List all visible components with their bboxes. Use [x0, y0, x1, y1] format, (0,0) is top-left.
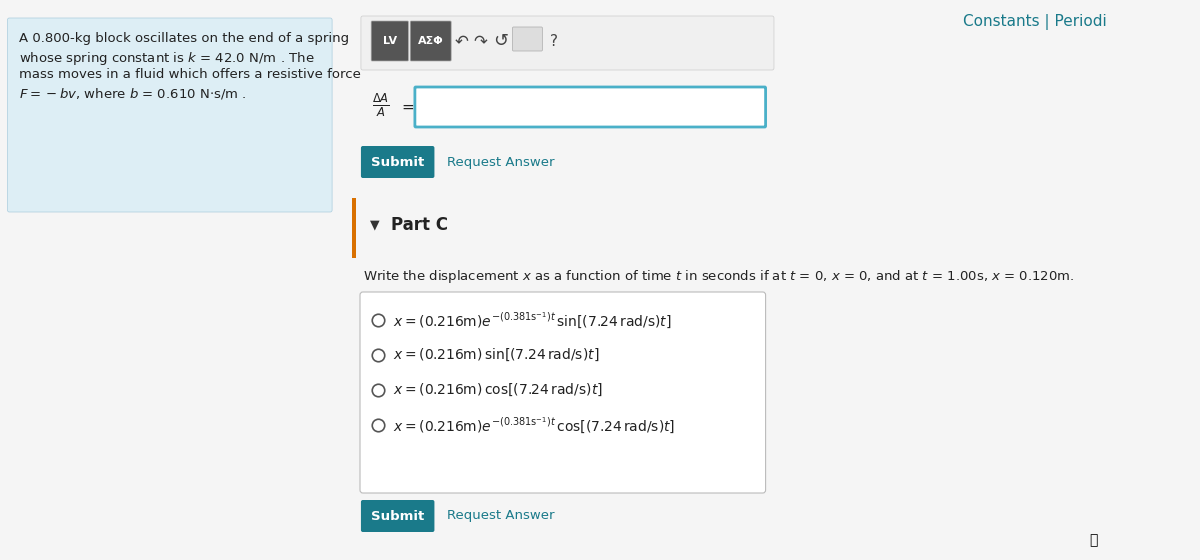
- FancyBboxPatch shape: [361, 16, 774, 70]
- Text: ?: ?: [550, 34, 558, 49]
- FancyBboxPatch shape: [360, 292, 766, 493]
- Text: Request Answer: Request Answer: [446, 156, 554, 169]
- FancyBboxPatch shape: [410, 21, 451, 61]
- Text: Submit: Submit: [371, 510, 424, 522]
- FancyBboxPatch shape: [415, 87, 766, 127]
- Text: Request Answer: Request Answer: [446, 510, 554, 522]
- Text: AΣΦ: AΣΦ: [418, 36, 444, 46]
- Text: ↺: ↺: [493, 32, 508, 50]
- Text: $x = (0.216\mathrm{m})\,\cos[(7.24\,\mathrm{rad/s})t]$: $x = (0.216\mathrm{m})\,\cos[(7.24\,\mat…: [392, 382, 602, 398]
- Text: $F = -bv$, where $b$ = 0.610 N$\cdot$s/m .: $F = -bv$, where $b$ = 0.610 N$\cdot$s/m…: [19, 86, 246, 101]
- Text: mass moves in a fluid which offers a resistive force: mass moves in a fluid which offers a res…: [19, 68, 360, 81]
- Text: LV: LV: [383, 36, 397, 46]
- Text: Submit: Submit: [371, 156, 424, 169]
- Text: whose spring constant is $k$ = 42.0 N/m . The: whose spring constant is $k$ = 42.0 N/m …: [19, 50, 314, 67]
- FancyBboxPatch shape: [361, 500, 434, 532]
- Text: ▼: ▼: [371, 218, 380, 231]
- Text: $\frac{\Delta A}{A}$: $\frac{\Delta A}{A}$: [372, 92, 390, 119]
- Text: ↷: ↷: [473, 32, 487, 50]
- FancyBboxPatch shape: [7, 18, 332, 212]
- FancyBboxPatch shape: [352, 198, 356, 258]
- Text: $x = (0.216\mathrm{m})e^{-(0.381\mathrm{s}^{-1})t}\,\cos[(7.24\,\mathrm{rad/s})t: $x = (0.216\mathrm{m})e^{-(0.381\mathrm{…: [392, 415, 674, 435]
- Text: $x = (0.216\mathrm{m})e^{-(0.381\mathrm{s}^{-1})t}\,\sin[(7.24\,\mathrm{rad/s})t: $x = (0.216\mathrm{m})e^{-(0.381\mathrm{…: [392, 310, 671, 330]
- Text: $x = (0.216\mathrm{m})\,\sin[(7.24\,\mathrm{rad/s})t]$: $x = (0.216\mathrm{m})\,\sin[(7.24\,\mat…: [392, 347, 599, 363]
- Text: A 0.800-kg block oscillates on the end of a spring: A 0.800-kg block oscillates on the end o…: [19, 32, 349, 45]
- Text: ↶: ↶: [455, 32, 468, 50]
- Text: =: =: [402, 100, 415, 115]
- Text: Constants | Periodi: Constants | Periodi: [964, 14, 1106, 30]
- FancyBboxPatch shape: [361, 146, 434, 178]
- FancyBboxPatch shape: [371, 21, 408, 61]
- Text: Write the displacement $x$ as a function of time $t$ in seconds if at $t$ = 0, $: Write the displacement $x$ as a function…: [362, 268, 1074, 285]
- Text: Part C: Part C: [391, 216, 448, 234]
- FancyBboxPatch shape: [512, 27, 542, 51]
- Text: 🔲: 🔲: [1088, 533, 1097, 547]
